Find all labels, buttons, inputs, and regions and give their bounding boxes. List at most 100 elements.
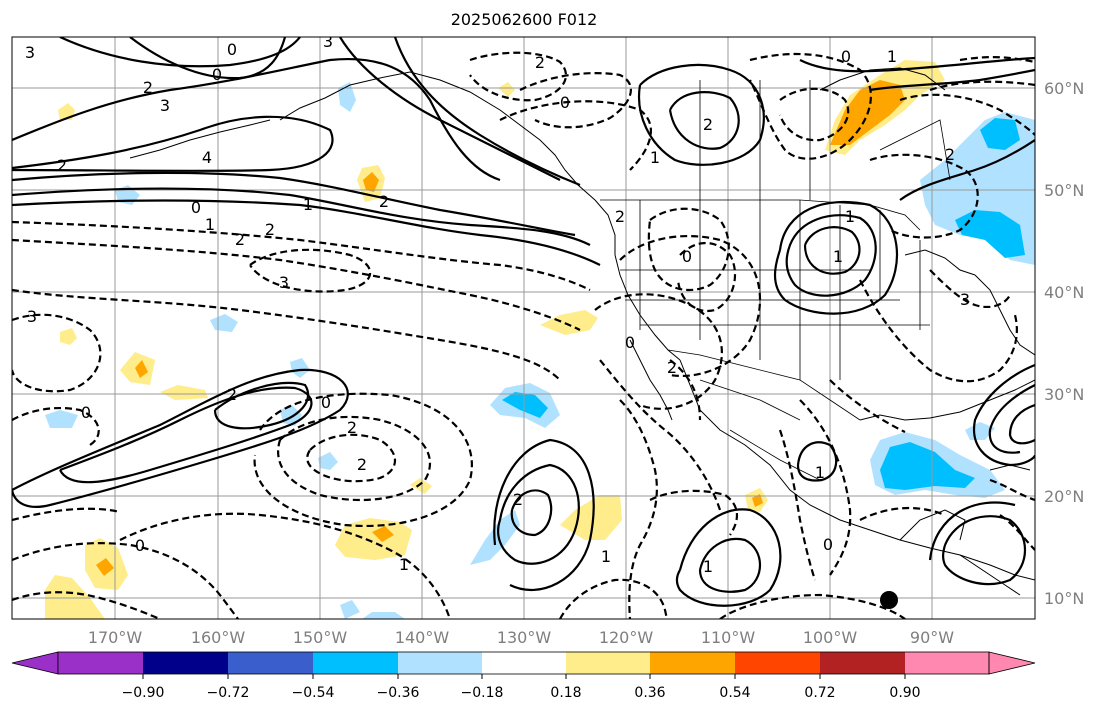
contour-pos-southeast-2 xyxy=(928,501,1016,561)
contour-label-group: 3 3 0 0 3 4 2 0 1 2 2 3 3 2 2 0 2 2 0 1 xyxy=(25,32,970,576)
contour-neg-alaska-2 xyxy=(519,72,632,129)
contour-neg-2 xyxy=(12,238,581,331)
contour-label: 3 xyxy=(160,96,170,115)
lat-label: 30°N xyxy=(1044,385,1084,404)
contour-neg-12 xyxy=(12,507,121,522)
contour-pos-us-3 xyxy=(803,226,861,275)
colorbar-tick-label: −0.72 xyxy=(207,685,250,701)
colorbar-segment xyxy=(650,652,735,674)
contour-label: 0 xyxy=(682,247,692,266)
contour-label: 1 xyxy=(815,463,825,482)
lat-label: 50°N xyxy=(1044,181,1084,200)
contour-neg-alaska-1 xyxy=(469,51,567,102)
contour-pos-jet-3 xyxy=(12,171,576,237)
colorbar-segment xyxy=(228,652,313,674)
cold-shade-small-8 xyxy=(340,600,360,619)
warm-shade-small-1 xyxy=(160,385,208,400)
lat-label: 20°N xyxy=(1044,487,1084,506)
contour-label: 0 xyxy=(625,333,635,352)
colorbar-segment xyxy=(735,652,820,674)
warm-shade-small-3 xyxy=(60,328,77,345)
cold-shade-small-4 xyxy=(45,410,78,428)
colorbar: −0.90 −0.72 −0.54 −0.36 −0.18 0.18 0.36 … xyxy=(11,651,1036,701)
contour-neg-bottom-2 xyxy=(719,593,906,619)
lon-label: 100°W xyxy=(803,628,858,647)
contour-label: 2 xyxy=(265,220,275,239)
contour-neg-east-us xyxy=(859,279,1018,383)
cold-shade-small-3 xyxy=(210,314,238,332)
cold-shade-small-1 xyxy=(338,82,356,112)
contour-neg-south-2 xyxy=(859,507,946,521)
map-panel: 3 3 0 0 3 4 2 0 1 2 2 3 3 2 2 0 2 2 0 1 xyxy=(11,32,1036,620)
lon-label: 150°W xyxy=(293,628,348,647)
contour-neg-us-4 xyxy=(594,293,723,410)
contour-label: 2 xyxy=(235,230,245,249)
contour-neg-mexico-3 xyxy=(669,359,702,421)
mexico-coast xyxy=(679,359,1035,581)
contour-label: 2 xyxy=(57,156,67,175)
contour-neg-ne-1 xyxy=(749,52,872,160)
colorbar-tick-label: −0.90 xyxy=(122,685,165,701)
colorbar-extend-low xyxy=(11,651,59,675)
contour-neg-ne-4 xyxy=(899,93,1035,136)
contour-neg-mexico-1 xyxy=(619,399,658,619)
contour-label: 0 xyxy=(135,536,145,555)
contour-label: 3 xyxy=(960,290,970,309)
contour-neg-us-3 xyxy=(619,234,762,378)
lon-label: 170°W xyxy=(88,628,143,647)
hudson-bay xyxy=(819,67,946,91)
contour-neg-4 xyxy=(12,288,561,381)
east-coast xyxy=(974,274,1035,356)
contour-neg-far-left xyxy=(12,406,100,446)
contour-pos-us-1 xyxy=(785,214,877,297)
lon-label: 90°W xyxy=(910,628,954,647)
contour-label: 0 xyxy=(191,198,201,217)
contour-label: 2 xyxy=(535,53,545,72)
contour-label: 3 xyxy=(323,32,333,51)
contour-pos-bc xyxy=(393,37,581,187)
warm-shade-baja xyxy=(540,310,598,335)
contour-label: 1 xyxy=(650,148,660,167)
cold-shade-labrador-core-1 xyxy=(980,118,1020,150)
contour-pos-mid-3 xyxy=(510,489,553,537)
contour-neg-3 xyxy=(249,248,372,293)
contour-pos-east-2 xyxy=(988,384,1035,454)
cold-shade-east-pac-core xyxy=(502,392,548,418)
contour-label: 3 xyxy=(27,307,37,326)
contour-label: 3 xyxy=(279,273,289,292)
contour-pos-east-3 xyxy=(1008,403,1035,445)
lon-label: 160°W xyxy=(191,628,246,647)
contour-pos-north-3 xyxy=(129,37,287,80)
colorbar-tick-label: 0.18 xyxy=(550,685,581,701)
alaska-coast xyxy=(279,71,616,255)
contour-pos-south-1 xyxy=(675,508,782,607)
central-america xyxy=(959,554,1021,596)
great-lakes xyxy=(904,249,976,276)
contour-label: 2 xyxy=(615,207,625,226)
colorbar-tick-label: 0.36 xyxy=(634,685,665,701)
lat-label: 40°N xyxy=(1044,283,1084,302)
yucatan xyxy=(899,509,966,541)
contour-neg-10 xyxy=(12,542,239,619)
latitude-axis: 60°N 50°N 40°N 30°N 20°N 10°N xyxy=(1044,79,1084,608)
contour-neg-6 xyxy=(277,415,431,502)
contour-label: 2 xyxy=(227,385,237,404)
contour-pos-north-1 xyxy=(12,58,501,182)
warm-shade-southwest-core xyxy=(96,558,114,576)
colorbar-tick-label: 0.54 xyxy=(719,685,750,701)
contour-label: 2 xyxy=(379,192,389,211)
cold-shade-small-7 xyxy=(290,358,310,378)
warm-shade-west-pac-core xyxy=(135,360,148,378)
contour-label: 3 xyxy=(25,43,35,62)
contour-label: 2 xyxy=(945,145,955,164)
contour-neg-ne-2 xyxy=(778,87,850,142)
cold-shade-small-6 xyxy=(318,452,338,470)
cold-shade-gulf-core xyxy=(880,442,975,490)
warm-shade-center xyxy=(335,518,412,560)
contour-neg-bottom xyxy=(559,578,669,619)
contour-lines xyxy=(12,37,1035,619)
colorbar-tick-label: −0.36 xyxy=(377,685,420,701)
contour-neg-5 xyxy=(12,313,102,393)
colorbar-tick-label: 0.72 xyxy=(804,685,835,701)
contour-pos-high-west xyxy=(12,368,349,508)
